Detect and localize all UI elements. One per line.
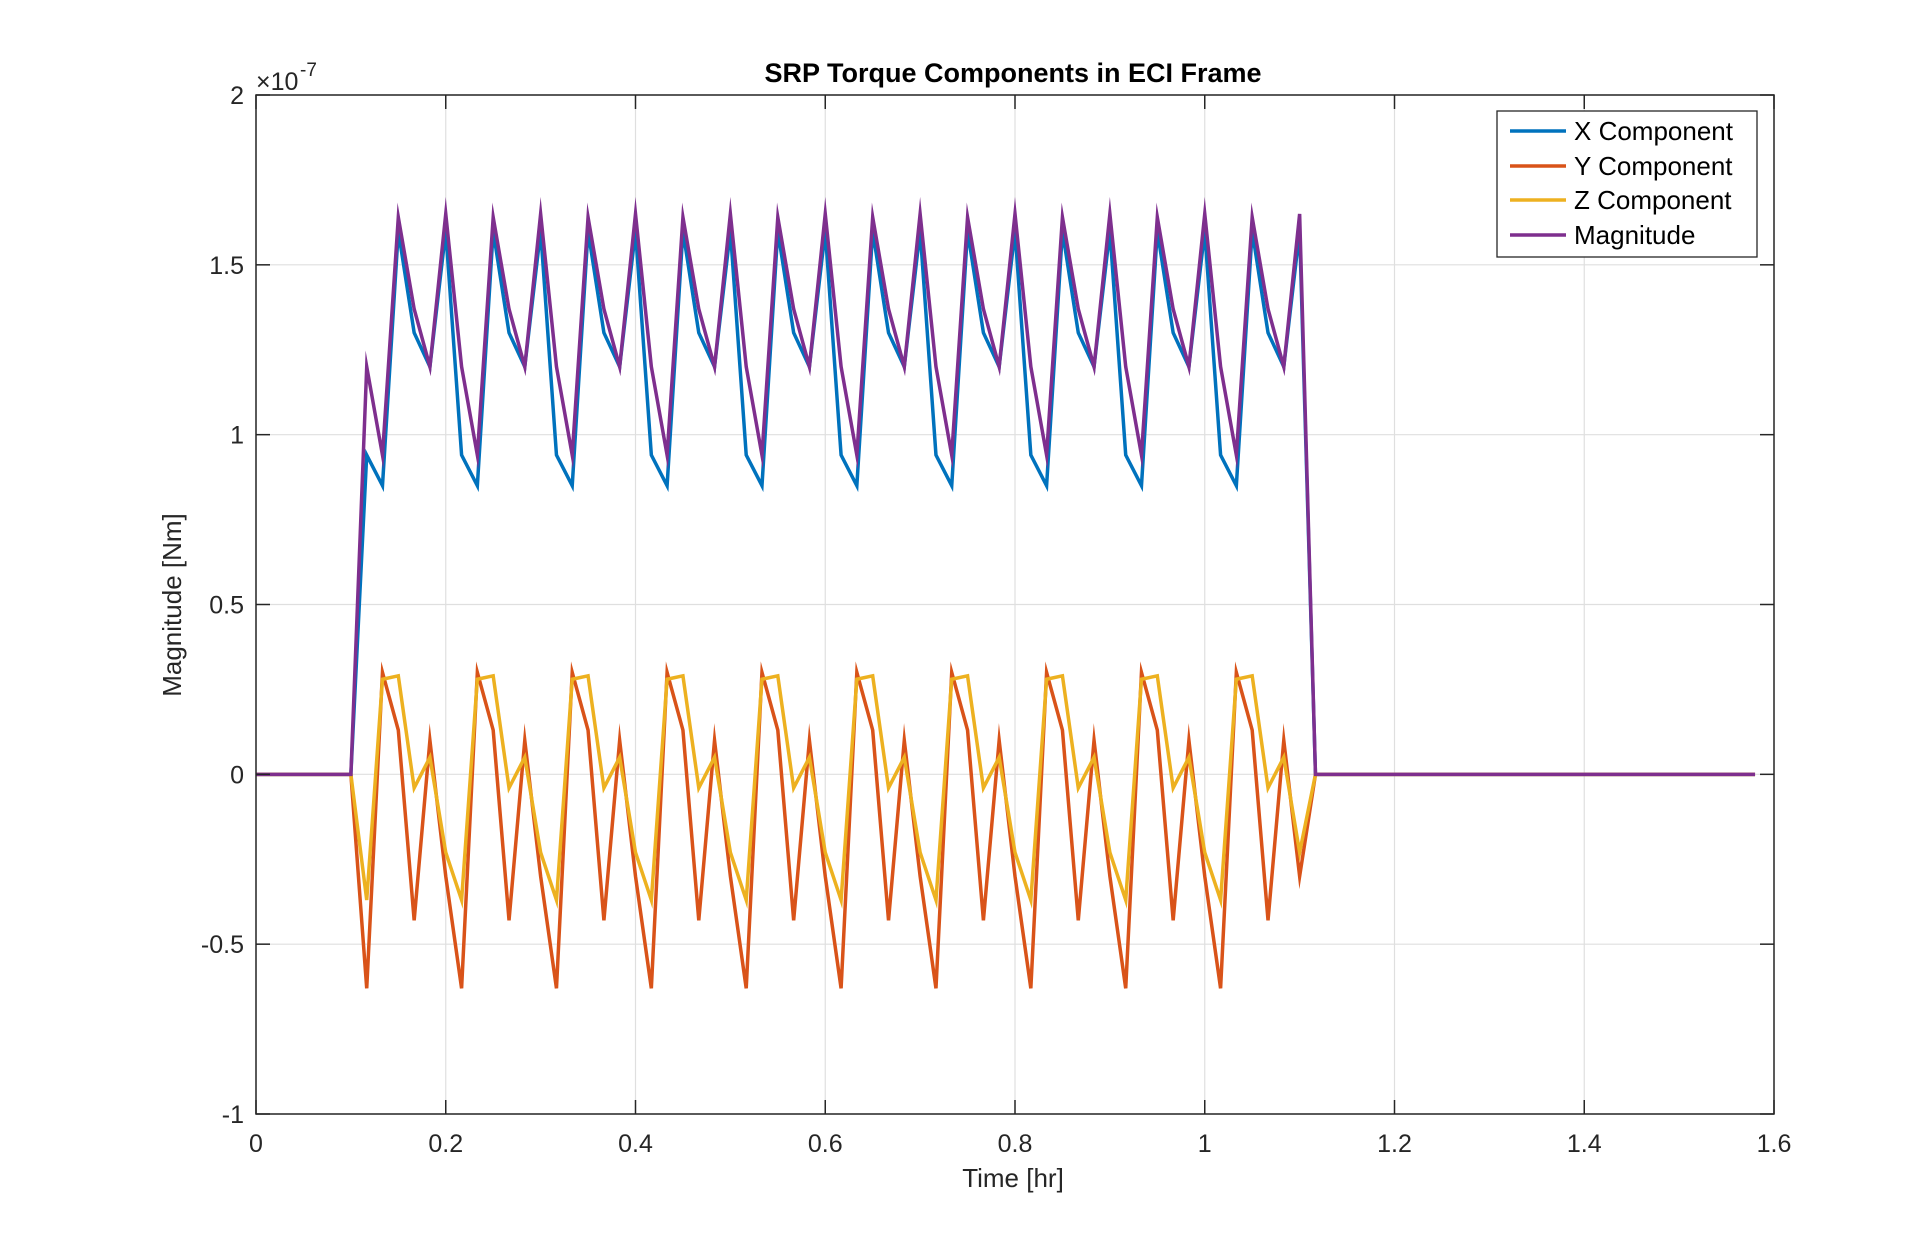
legend-box [1496, 110, 1758, 258]
series-line-z-component [256, 673, 1756, 909]
y-exponent-power: -7 [300, 60, 317, 81]
legend[interactable]: X Component Y Component Z Component Magn… [1496, 110, 1758, 258]
y-tick-label: 1 [230, 422, 244, 450]
series-layer [256, 196, 1756, 989]
legend-label-y: Y Component [1574, 151, 1733, 181]
legend-label-z: Z Component [1574, 185, 1732, 215]
x-axis-label: Time [hr] [962, 1163, 1064, 1193]
legend-item-magnitude[interactable]: Magnitude [1510, 220, 1695, 250]
series-line-magnitude [256, 196, 1756, 777]
x-tick-label: 0 [249, 1130, 263, 1158]
x-tick-label: 0.4 [618, 1130, 653, 1158]
legend-item-x-component[interactable]: X Component [1510, 116, 1734, 146]
ticks [255, 94, 1775, 1115]
x-tick-label: 0.2 [428, 1130, 463, 1158]
x-tick-label: 0.6 [808, 1130, 843, 1158]
y-tick-label: 1.5 [209, 252, 244, 280]
x-tick-label: 0.8 [998, 1130, 1033, 1158]
legend-item-y-component[interactable]: Y Component [1510, 151, 1733, 181]
y-exponent-base: ×10 [256, 68, 298, 96]
x-tick-label: 1.6 [1757, 1130, 1792, 1158]
series-line-y-component [256, 661, 1756, 989]
y-tick-label: 0.5 [209, 592, 244, 620]
legend-label-x: X Component [1574, 116, 1734, 146]
y-tick-label: 2 [230, 82, 244, 110]
x-tick-label: 1.2 [1377, 1130, 1412, 1158]
x-tick-labels: 0 0.2 0.4 0.6 0.8 1 1.2 1.4 1.6 [249, 1130, 1791, 1158]
y-tick-label: 0 [230, 761, 244, 789]
legend-label-magnitude: Magnitude [1574, 220, 1695, 250]
y-tick-label: -0.5 [201, 931, 244, 959]
legend-item-z-component[interactable]: Z Component [1510, 185, 1732, 215]
y-axis-label: Magnitude [Nm] [157, 513, 187, 697]
chart-title: SRP Torque Components in ECI Frame [764, 58, 1261, 88]
series-line-x-component [256, 214, 1756, 777]
y-tick-label: -1 [222, 1101, 244, 1129]
x-tick-label: 1.4 [1567, 1130, 1602, 1158]
x-tick-label: 1 [1198, 1130, 1212, 1158]
y-tick-labels: -1 -0.5 0 0.5 1 1.5 2 [201, 82, 244, 1129]
